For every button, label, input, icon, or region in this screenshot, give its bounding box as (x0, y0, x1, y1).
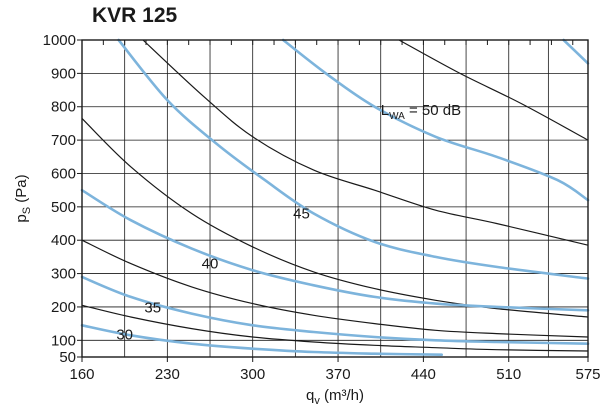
x-tick-label: 575 (575, 366, 600, 383)
annotation-lwa-50db: LWA = 50 dB (381, 102, 461, 122)
sound-curve-45 (117, 38, 590, 280)
x-tick-label: 510 (496, 366, 521, 383)
y-tick-label: 300 (51, 266, 76, 283)
sound-curves (80, 38, 590, 356)
y-tick-label: 400 (51, 232, 76, 249)
x-tick-label: 300 (240, 366, 265, 383)
x-tick-label: 440 (411, 366, 436, 383)
system-curve-5 (398, 39, 589, 141)
y-axis-label: pS (Pa) (13, 174, 33, 222)
y-tick-label: 100 (51, 332, 76, 349)
plot-frame (81, 39, 589, 358)
y-tick-label: 200 (51, 299, 76, 316)
y-tick-label: 800 (51, 99, 76, 116)
annotation-30: 30 (116, 326, 133, 343)
x-tick-label: 230 (155, 366, 180, 383)
annotation-40: 40 (202, 256, 219, 273)
y-tick-label: 50 (59, 349, 76, 366)
chart-title: KVR 125 (92, 4, 178, 27)
y-tick-label: 700 (51, 132, 76, 149)
annotations: LWA = 50 dB 45 40 35 30 (116, 102, 461, 343)
x-tick-label: 160 (69, 366, 94, 383)
y-tick-label: 600 (51, 165, 76, 182)
sound-curve-35 (80, 275, 590, 345)
y-tick-label: 500 (51, 199, 76, 216)
annotation-35: 35 (144, 300, 161, 317)
x-tick-label: 370 (326, 366, 351, 383)
y-tick-label: 900 (51, 65, 76, 82)
sound-curve-50 (281, 38, 590, 202)
x-axis-label: qv (m³/h) (306, 387, 364, 407)
system-curve-3 (81, 304, 589, 352)
sound-curve-extra-5 (562, 38, 590, 65)
y-tick-label: 1000 (43, 32, 76, 49)
system-curve-4 (142, 39, 589, 246)
annotation-45: 45 (293, 206, 310, 223)
sound-curve-30 (80, 324, 443, 356)
system-curves (81, 39, 589, 352)
plot-border (81, 39, 589, 358)
system-curve-1 (81, 117, 589, 318)
system-curve-2 (81, 239, 589, 338)
sound-curve-40 (80, 188, 590, 312)
